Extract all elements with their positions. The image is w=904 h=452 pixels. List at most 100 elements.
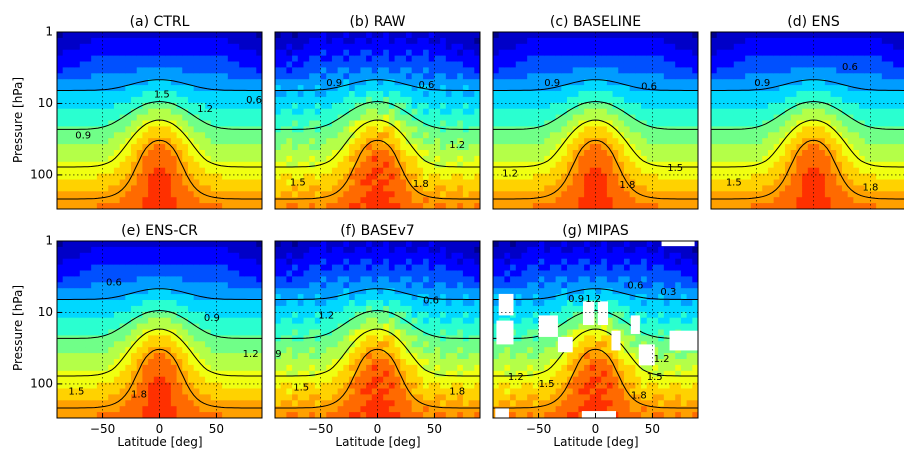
field-cell	[360, 108, 367, 116]
field-cell	[847, 73, 854, 80]
field-cell	[170, 67, 178, 74]
field-cell	[555, 79, 562, 86]
field-cell	[745, 161, 752, 169]
field-cell	[457, 185, 464, 192]
field-cell	[142, 126, 149, 133]
field-cell	[733, 167, 741, 175]
field-cell	[468, 161, 475, 169]
field-cell	[711, 61, 718, 68]
field-cell	[859, 32, 866, 39]
field-cell	[74, 347, 81, 354]
field-cell	[57, 197, 64, 204]
field-cell	[371, 32, 379, 39]
field-cell	[881, 55, 889, 63]
field-cell	[205, 108, 212, 116]
field-cell	[119, 179, 126, 186]
field-cell	[377, 37, 384, 45]
field-cell	[716, 73, 723, 80]
field-cell	[739, 138, 746, 145]
field-cell	[561, 32, 568, 39]
field-cell	[125, 120, 132, 127]
field-cell	[773, 191, 780, 198]
field-cell	[504, 161, 511, 169]
field-cell	[606, 138, 614, 145]
field-cell	[233, 203, 240, 209]
field-cell	[377, 108, 384, 116]
field-cell	[337, 167, 344, 175]
field-cell	[504, 144, 511, 151]
field-cell	[102, 102, 109, 110]
field-cell	[870, 179, 877, 186]
field-cell	[578, 61, 585, 68]
field-cell	[584, 179, 591, 186]
field-cell	[728, 55, 735, 63]
field-cell	[292, 91, 299, 98]
field-cell	[383, 43, 390, 51]
field-cell	[417, 79, 424, 86]
field-cell	[165, 138, 172, 145]
field-cell	[589, 37, 597, 45]
field-cell	[337, 49, 344, 57]
field-cell	[870, 132, 877, 139]
field-cell	[303, 108, 310, 116]
field-cell	[331, 91, 339, 98]
field-cell	[572, 61, 580, 68]
field-cell	[354, 61, 362, 68]
field-cell	[199, 138, 206, 145]
field-cell	[182, 85, 189, 92]
field-cell	[79, 341, 87, 348]
field-cell	[165, 347, 172, 354]
field-cell	[595, 155, 602, 163]
field-cell	[762, 155, 769, 163]
field-cell	[68, 252, 75, 260]
field-cell	[785, 73, 792, 80]
field-cell	[779, 161, 786, 169]
field-cell	[663, 96, 671, 104]
field-cell	[595, 79, 602, 86]
field-cell	[549, 61, 557, 68]
field-cell	[85, 370, 92, 378]
field-cell	[394, 49, 401, 57]
field-cell	[96, 43, 104, 51]
field-cell	[108, 43, 115, 51]
field-cell	[354, 108, 362, 116]
field-cell	[337, 197, 344, 204]
field-cell	[864, 73, 872, 80]
field-cell	[669, 73, 676, 80]
field-cell	[113, 270, 121, 277]
field-cell	[618, 79, 625, 86]
field-cell	[790, 55, 798, 63]
field-cell	[57, 359, 64, 366]
field-cell	[601, 108, 608, 116]
field-cell	[589, 108, 597, 116]
field-cell	[578, 91, 585, 98]
field-cell	[153, 252, 161, 260]
field-cell	[510, 203, 517, 209]
field-cell	[91, 96, 98, 104]
field-cell	[813, 96, 820, 104]
field-cell	[153, 150, 161, 157]
field-cell	[244, 138, 252, 145]
field-cell	[74, 394, 81, 401]
field-cell	[440, 138, 447, 145]
field-cell	[136, 55, 144, 63]
field-cell	[136, 258, 144, 266]
field-cell	[445, 43, 453, 51]
field-cell	[216, 132, 223, 139]
field-cell	[354, 49, 362, 57]
field-cell	[227, 191, 235, 198]
field-cell	[57, 329, 64, 336]
field-cell	[96, 185, 104, 192]
field-cell	[411, 67, 418, 74]
field-cell	[256, 73, 262, 80]
y-tick-label: 10	[38, 96, 53, 110]
field-cell	[504, 96, 511, 104]
field-cell	[584, 191, 591, 198]
field-cell	[205, 197, 212, 204]
field-cell	[303, 55, 310, 63]
field-cell	[136, 85, 144, 92]
field-cell	[68, 241, 75, 248]
field-cell	[233, 61, 240, 68]
field-cell	[108, 376, 115, 384]
field-cell	[354, 197, 362, 204]
